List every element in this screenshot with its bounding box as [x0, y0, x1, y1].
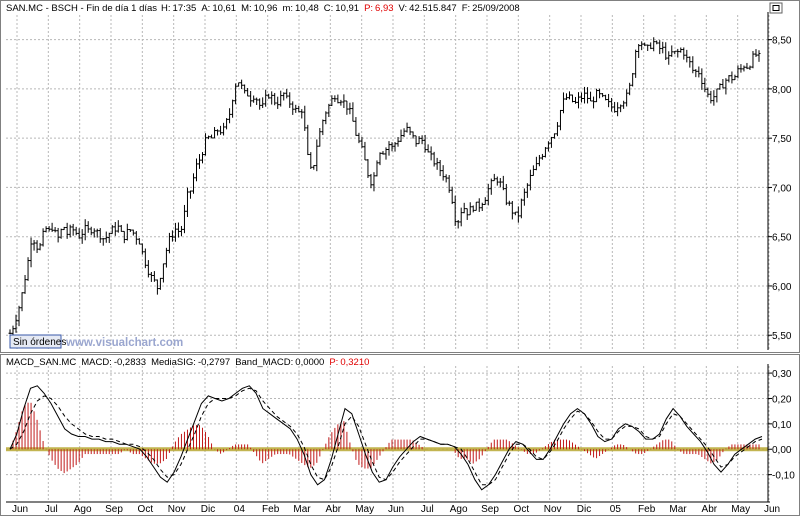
header-open-label: A:	[201, 3, 210, 14]
header-pct-label: P:	[364, 3, 373, 14]
header-open: 10,61	[212, 3, 236, 14]
x-tick-label: Mar	[669, 504, 687, 515]
x-tick-label: 04	[234, 504, 246, 515]
x-tick-label: May	[355, 504, 374, 515]
sin-ordenes-box[interactable]	[9, 334, 62, 349]
header-volume: 42.515.847	[409, 3, 457, 14]
x-tick-label: Jun	[12, 504, 28, 515]
x-tick-label: Abr	[702, 504, 718, 515]
header-symbol: SAN.MC	[6, 3, 43, 14]
price-y-axis: 5,50 6,00 6,50 7,00 7,50 8,00 8,50	[767, 12, 792, 350]
price-y-tick-label: 8,50	[772, 36, 792, 47]
header-hour-label: H:	[161, 3, 171, 14]
header-close: 10,91	[335, 3, 359, 14]
sin-ordenes-label: Sin órdenes	[13, 337, 66, 348]
signal-line	[9, 387, 763, 486]
x-tick-label: Dic	[577, 504, 591, 515]
header-high-label: M:	[241, 3, 252, 14]
header-pct: 6,93	[375, 3, 394, 14]
header-low: 10,48	[295, 3, 319, 14]
x-tick-label: Jun	[764, 504, 780, 515]
watermark: www.visualchart.com	[65, 337, 183, 349]
x-tick-label: Sep	[481, 504, 499, 515]
sig-value: -0,2797	[198, 357, 230, 368]
x-tick-label: Ago	[450, 504, 468, 515]
macd-y-tick-label: -0,10	[772, 471, 795, 482]
sig-label: MediaSIG:	[151, 357, 196, 368]
price-y-tick-label: 5,50	[772, 331, 792, 342]
macd-y-axis: -0,10 0,00 0,10 0,20 0,30	[767, 364, 795, 502]
price-y-tick-label: 6,00	[772, 282, 792, 293]
maximize-icon	[772, 5, 780, 11]
macd-zero-band	[6, 447, 768, 452]
price-y-tick-label: 7,50	[772, 134, 792, 145]
header-period: Fin de día 1 días	[86, 3, 157, 14]
price-grid	[6, 15, 770, 350]
macd-panel-frame	[0, 354, 800, 516]
p-value: 0,3210	[340, 357, 369, 368]
x-tick-label: Abr	[326, 504, 342, 515]
zero-band	[6, 447, 768, 452]
header-date-label: F:	[462, 3, 470, 14]
macd-header: MACD_SAN.MC MACD: -0,2833 MediaSIG: -0,2797 B…	[6, 357, 369, 368]
macd-y-tick-label: 0,00	[772, 445, 792, 456]
x-tick-label: 05	[610, 504, 622, 515]
x-tick-label: Jun	[388, 504, 404, 515]
macd-value: -0,2833	[114, 357, 146, 368]
macd-y-tick-label: 0,20	[772, 394, 792, 405]
macd-label: MACD:	[81, 357, 112, 368]
x-tick-label: Ago	[74, 504, 92, 515]
band-value: 0,0000	[295, 357, 324, 368]
macd-y-tick-label: 0,10	[772, 420, 792, 431]
macd-header-name: MACD_SAN.MC	[6, 357, 76, 368]
price-header: SAN.MC - BSCH - Fin de día 1 días H: 17:35…	[6, 3, 520, 14]
x-tick-label: Sep	[105, 504, 123, 515]
maximize-button[interactable]	[769, 2, 783, 14]
x-tick-label: Dic	[201, 504, 215, 515]
macd-lines	[9, 385, 763, 491]
macd-y-tick-label: 0,30	[772, 369, 792, 380]
x-tick-label: Nov	[168, 504, 186, 515]
macd-grid	[6, 366, 770, 502]
price-panel-frame	[0, 0, 800, 353]
header-date: 25/09/2008	[472, 3, 520, 14]
x-tick-label: May	[731, 504, 750, 515]
price-y-tick-label: 8,00	[772, 85, 792, 96]
header-sep-1: -	[43, 3, 51, 14]
x-tick-label: Oct	[514, 504, 530, 515]
p-label: P:	[329, 357, 338, 368]
price-bars	[8, 37, 761, 337]
header-low-label: m:	[282, 3, 293, 14]
header-hour: 17:35	[173, 3, 197, 14]
header-vol-label: V:	[399, 3, 408, 14]
band-label: Band_MACD:	[235, 357, 293, 368]
x-tick-label: Jul	[45, 504, 58, 515]
x-tick-label: Mar	[293, 504, 311, 515]
x-axis: Jun Jul Ago Sep Oct Nov Dic 04 Feb Mar Abr May Jun Ju…	[6, 501, 780, 515]
header-name: BSCH	[51, 3, 78, 14]
header-close-label: C:	[324, 3, 334, 14]
x-tick-label: Feb	[638, 504, 656, 515]
x-tick-label: Feb	[262, 504, 280, 515]
x-tick-label: Nov	[544, 504, 562, 515]
header-sep-2: -	[78, 3, 86, 14]
x-tick-label: Oct	[138, 504, 154, 515]
price-y-tick-label: 6,50	[772, 233, 792, 244]
price-y-tick-label: 7,00	[772, 183, 792, 194]
header-high: 10,96	[254, 3, 278, 14]
x-tick-label: Jul	[421, 504, 434, 515]
